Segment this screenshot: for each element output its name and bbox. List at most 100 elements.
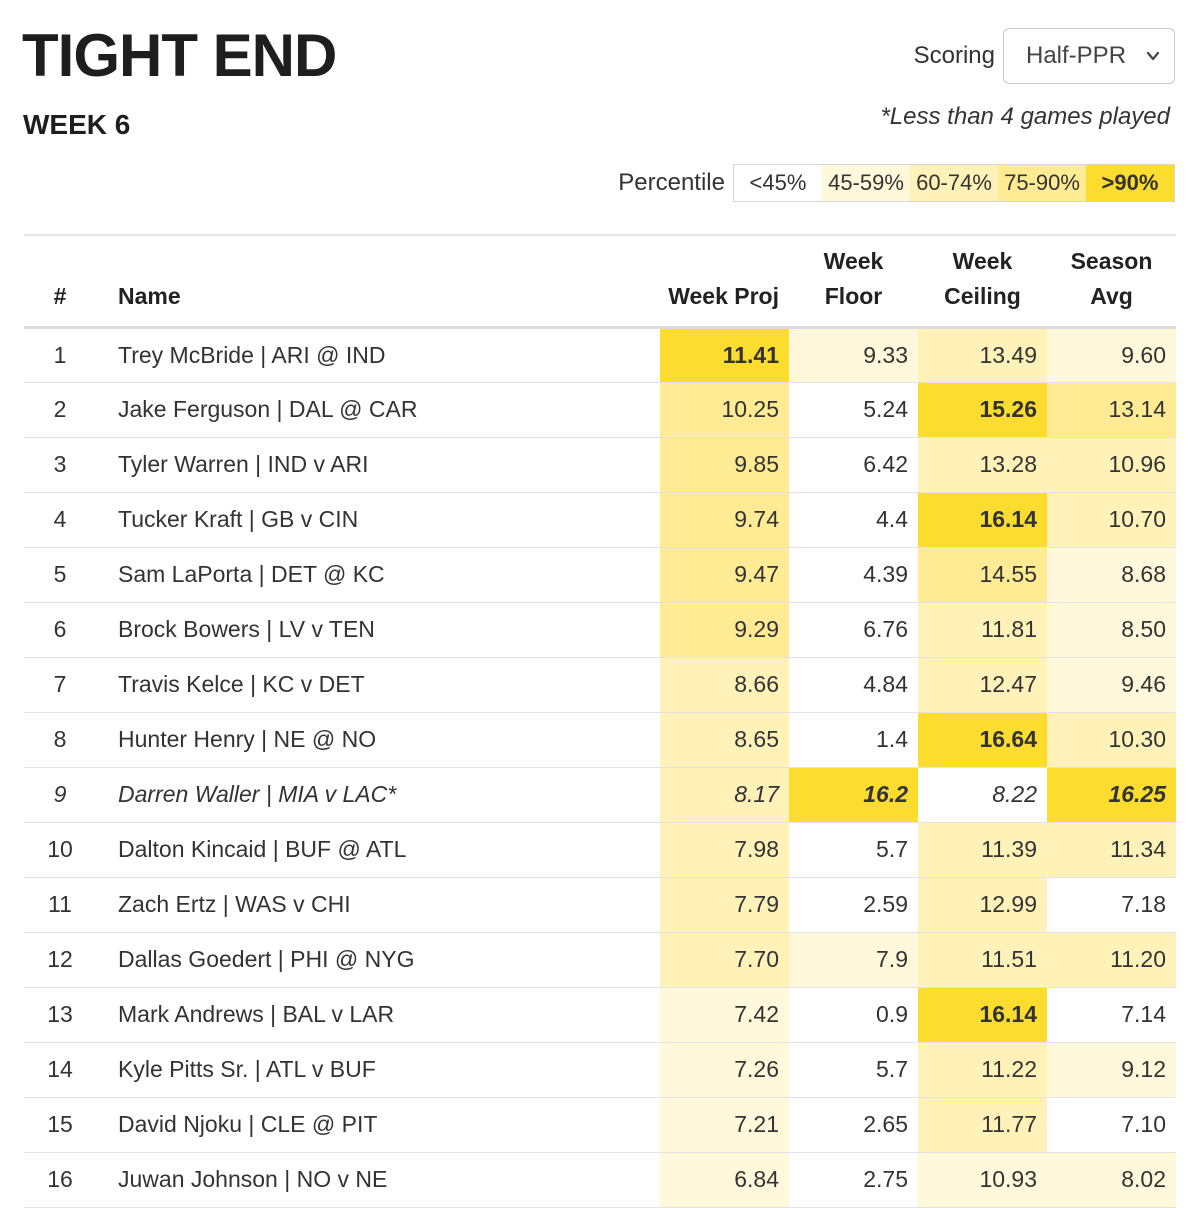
row-rank: 10: [47, 836, 73, 862]
row-ceiling-value: 12.99: [918, 877, 1047, 932]
table-row[interactable]: 13 Mark Andrews | BAL v LAR 7.42 0.9 16.14 7.…: [24, 987, 1176, 1042]
row-floor-value: 4.84: [789, 657, 918, 712]
scoring-control: Scoring Half-PPR: [914, 28, 1175, 84]
col-floor-header[interactable]: Week Floor: [823, 247, 884, 309]
row-avg-value: 7.14: [1047, 987, 1176, 1042]
chevron-down-icon: [1146, 51, 1160, 61]
row-rank: 14: [47, 1056, 73, 1082]
row-rank: 5: [53, 561, 67, 587]
table-row[interactable]: 6 Brock Bowers | LV v TEN 9.29 6.76 11.81 8.5…: [24, 602, 1176, 657]
row-rank: 1: [53, 341, 67, 368]
row-avg-value: 7.10: [1047, 1097, 1176, 1152]
row-proj-value: 7.70: [660, 932, 789, 987]
col-ceiling-header[interactable]: Week Ceiling: [944, 247, 1021, 309]
row-rank: 16: [47, 1166, 73, 1192]
row-rank: 4: [53, 506, 67, 532]
row-rank: 12: [47, 946, 73, 972]
row-floor-value: 1.4: [789, 712, 918, 767]
row-floor-value: 2.75: [789, 1152, 918, 1207]
row-player-name: Kyle Pitts Sr. | ATL v BUF: [118, 1056, 376, 1082]
row-avg-value: 10.70: [1047, 492, 1176, 547]
row-avg-value: 7.18: [1047, 877, 1176, 932]
row-floor-value: 6.76: [789, 602, 918, 657]
row-floor-value: 2.59: [789, 877, 918, 932]
row-player-name: Tucker Kraft | GB v CIN: [118, 506, 359, 532]
row-avg-value: 8.50: [1047, 602, 1176, 657]
row-ceiling-value: 11.22: [918, 1042, 1047, 1097]
row-avg-value: 9.46: [1047, 657, 1176, 712]
row-proj-value: 9.47: [660, 547, 789, 602]
row-player-name: Dallas Goedert | PHI @ NYG: [118, 946, 415, 972]
row-player-name: Trey McBride | ARI @ IND: [118, 341, 386, 368]
table-row[interactable]: 4 Tucker Kraft | GB v CIN 9.74 4.4 16.14 10.7…: [24, 492, 1176, 547]
table-row[interactable]: 1 Trey McBride | ARI @ IND 11.41 9.33 13.49 9…: [24, 327, 1176, 382]
row-rank: 8: [53, 726, 67, 752]
row-player-name: Sam LaPorta | DET @ KC: [118, 561, 385, 587]
table-row[interactable]: 11 Zach Ertz | WAS v CHI 7.79 2.59 12.99 7.18: [24, 877, 1176, 932]
table-row[interactable]: 15 David Njoku | CLE @ PIT 7.21 2.65 11.77 7.…: [24, 1097, 1176, 1152]
row-rank: 15: [47, 1111, 73, 1137]
scoring-select[interactable]: Half-PPR: [1003, 28, 1175, 84]
col-name-header[interactable]: Name: [118, 282, 181, 309]
row-player-name: Dalton Kincaid | BUF @ ATL: [118, 836, 407, 862]
row-player-name: Juwan Johnson | NO v NE: [118, 1166, 388, 1192]
row-ceiling-value: 12.47: [918, 657, 1047, 712]
row-floor-value: 5.7: [789, 822, 918, 877]
row-ceiling-value: 11.51: [918, 932, 1047, 987]
row-avg-value: 16.25: [1047, 767, 1176, 822]
row-player-name: Tyler Warren | IND v ARI: [118, 451, 369, 477]
row-proj-value: 7.42: [660, 987, 789, 1042]
row-player-name: Zach Ertz | WAS v CHI: [118, 891, 351, 917]
row-avg-value: 9.60: [1047, 327, 1176, 382]
row-proj-value: 10.25: [660, 382, 789, 437]
row-player-name: Darren Waller | MIA v LAC*: [118, 781, 397, 807]
table-row[interactable]: 9 Darren Waller | MIA v LAC* 8.17 16.2 8.22 1…: [24, 767, 1176, 822]
row-player-name: Mark Andrews | BAL v LAR: [118, 1001, 395, 1027]
row-ceiling-value: 13.49: [918, 327, 1047, 382]
row-proj-value: 7.21: [660, 1097, 789, 1152]
percentile-bucket: 45-59%: [822, 165, 910, 201]
table-row[interactable]: 14 Kyle Pitts Sr. | ATL v BUF 7.26 5.7 11.22…: [24, 1042, 1176, 1097]
scoring-select-value: Half-PPR: [1026, 42, 1127, 69]
row-proj-value: 7.26: [660, 1042, 789, 1097]
table-row[interactable]: 8 Hunter Henry | NE @ NO 8.65 1.4 16.64 10.30: [24, 712, 1176, 767]
col-avg-header[interactable]: Season Avg: [1070, 247, 1153, 309]
row-proj-value: 8.65: [660, 712, 789, 767]
row-player-name: Travis Kelce | KC v DET: [118, 671, 365, 697]
row-floor-value: 5.7: [789, 1042, 918, 1097]
percentile-bucket: >90%: [1086, 165, 1174, 201]
row-ceiling-value: 10.93: [918, 1152, 1047, 1207]
row-proj-value: 9.85: [660, 437, 789, 492]
row-avg-value: 8.68: [1047, 547, 1176, 602]
row-rank: 2: [53, 396, 67, 422]
row-player-name: David Njoku | CLE @ PIT: [118, 1111, 378, 1137]
row-avg-value: 10.30: [1047, 712, 1176, 767]
row-ceiling-value: 16.14: [918, 492, 1047, 547]
row-avg-value: 11.34: [1047, 822, 1176, 877]
table-row[interactable]: 12 Dallas Goedert | PHI @ NYG 7.70 7.9 11.51…: [24, 932, 1176, 987]
percentile-bucket: <45%: [734, 165, 822, 201]
percentile-legend: Percentile <45% 45-59% 60-74% 75-90% >90%: [618, 164, 1175, 202]
row-rank: 13: [47, 1001, 73, 1027]
row-proj-value: 8.66: [660, 657, 789, 712]
row-player-name: Brock Bowers | LV v TEN: [118, 616, 375, 642]
row-floor-value: 0.9: [789, 987, 918, 1042]
table-row[interactable]: 10 Dalton Kincaid | BUF @ ATL 7.98 5.7 11.39…: [24, 822, 1176, 877]
table-row[interactable]: 16 Juwan Johnson | NO v NE 6.84 2.75 10.93 8.…: [24, 1152, 1176, 1207]
table-row[interactable]: 3 Tyler Warren | IND v ARI 9.85 6.42 13.28 10…: [24, 437, 1176, 492]
row-avg-value: 11.20: [1047, 932, 1176, 987]
table-row[interactable]: 7 Travis Kelce | KC v DET 8.66 4.84 12.47 9.4…: [24, 657, 1176, 712]
col-proj-header[interactable]: Week Proj: [668, 282, 779, 309]
row-floor-value: 9.33: [789, 327, 918, 382]
row-floor-value: 2.65: [789, 1097, 918, 1152]
col-rank-header[interactable]: #: [53, 282, 67, 309]
row-ceiling-value: 14.55: [918, 547, 1047, 602]
row-ceiling-value: 11.81: [918, 602, 1047, 657]
row-ceiling-value: 11.39: [918, 822, 1047, 877]
table-row[interactable]: 5 Sam LaPorta | DET @ KC 9.47 4.39 14.55 8.68: [24, 547, 1176, 602]
table-row[interactable]: 2 Jake Ferguson | DAL @ CAR 10.25 5.24 15.26…: [24, 382, 1176, 437]
row-proj-value: 7.79: [660, 877, 789, 932]
projections-table: # Name Week Proj Week Floor Week Ceiling S…: [24, 234, 1176, 1208]
scoring-label: Scoring: [913, 42, 995, 69]
row-floor-value: 5.24: [789, 382, 918, 437]
